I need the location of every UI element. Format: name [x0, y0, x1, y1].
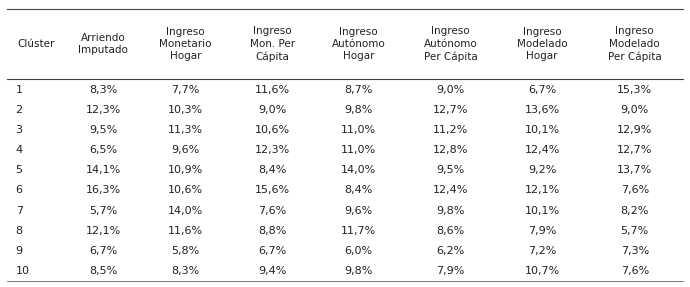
Text: 7,6%: 7,6% — [621, 266, 649, 276]
Text: 8,5%: 8,5% — [89, 266, 117, 276]
Text: 12,4%: 12,4% — [524, 145, 560, 155]
Text: 9,0%: 9,0% — [621, 105, 649, 115]
Text: 5,7%: 5,7% — [89, 206, 117, 216]
Text: 9,5%: 9,5% — [89, 125, 117, 135]
Text: 10,6%: 10,6% — [168, 185, 203, 195]
Text: 5,8%: 5,8% — [172, 246, 199, 256]
Text: 8,4%: 8,4% — [344, 185, 373, 195]
Text: 5,7%: 5,7% — [621, 226, 649, 236]
Text: 14,1%: 14,1% — [86, 165, 121, 175]
Text: Ingreso
Autónomo
Hogar: Ingreso Autónomo Hogar — [332, 27, 386, 61]
Text: 11,0%: 11,0% — [341, 125, 376, 135]
Text: Clúster: Clúster — [17, 39, 55, 49]
Text: 6,5%: 6,5% — [89, 145, 117, 155]
Text: 7,3%: 7,3% — [621, 246, 649, 256]
Text: 7,2%: 7,2% — [528, 246, 556, 256]
Text: 3: 3 — [16, 125, 23, 135]
Text: 14,0%: 14,0% — [341, 165, 376, 175]
Text: 2: 2 — [16, 105, 23, 115]
Text: 12,7%: 12,7% — [433, 105, 468, 115]
Text: 8,4%: 8,4% — [258, 165, 286, 175]
Text: Ingreso
Autónomo
Per Cápita: Ingreso Autónomo Per Cápita — [424, 26, 477, 62]
Text: Ingreso
Monetario
Hogar: Ingreso Monetario Hogar — [159, 27, 212, 61]
Text: 5: 5 — [16, 165, 23, 175]
Text: 11,3%: 11,3% — [168, 125, 203, 135]
Text: 6: 6 — [16, 185, 23, 195]
Text: 9: 9 — [16, 246, 23, 256]
Text: 6,7%: 6,7% — [258, 246, 286, 256]
Text: 11,0%: 11,0% — [341, 145, 376, 155]
Text: 9,6%: 9,6% — [344, 206, 373, 216]
Text: 15,6%: 15,6% — [255, 185, 290, 195]
Text: Ingreso
Modelado
Per Cápita: Ingreso Modelado Per Cápita — [608, 26, 662, 62]
Text: 9,6%: 9,6% — [172, 145, 199, 155]
Text: 15,3%: 15,3% — [618, 85, 652, 95]
Text: 8,3%: 8,3% — [172, 266, 199, 276]
Text: 8,3%: 8,3% — [89, 85, 117, 95]
Text: 10,6%: 10,6% — [255, 125, 290, 135]
Text: 7,9%: 7,9% — [528, 226, 556, 236]
Text: 6,7%: 6,7% — [528, 85, 556, 95]
Text: 9,2%: 9,2% — [528, 165, 556, 175]
Text: Ingreso
Modelado
Hogar: Ingreso Modelado Hogar — [517, 27, 568, 61]
Text: 7,6%: 7,6% — [258, 206, 286, 216]
Text: 7,7%: 7,7% — [171, 85, 200, 95]
Text: Ingreso
Mon. Per
Cápita: Ingreso Mon. Per Cápita — [250, 26, 295, 62]
Text: 9,5%: 9,5% — [436, 165, 464, 175]
Text: 7,9%: 7,9% — [436, 266, 464, 276]
Text: 8,7%: 8,7% — [344, 85, 373, 95]
Text: 12,7%: 12,7% — [617, 145, 653, 155]
Text: 11,6%: 11,6% — [168, 226, 203, 236]
Text: 12,1%: 12,1% — [524, 185, 560, 195]
Text: 11,2%: 11,2% — [433, 125, 468, 135]
Text: Arriendo
Imputado: Arriendo Imputado — [78, 33, 128, 55]
Text: 12,3%: 12,3% — [86, 105, 121, 115]
Text: 16,3%: 16,3% — [86, 185, 121, 195]
Text: 14,0%: 14,0% — [168, 206, 204, 216]
Text: 6,0%: 6,0% — [344, 246, 373, 256]
Text: 1: 1 — [16, 85, 23, 95]
Text: 12,3%: 12,3% — [255, 145, 290, 155]
Text: 10,9%: 10,9% — [168, 165, 204, 175]
Text: 10: 10 — [16, 266, 30, 276]
Text: 7: 7 — [16, 206, 23, 216]
Text: 12,1%: 12,1% — [86, 226, 121, 236]
Text: 10,3%: 10,3% — [168, 105, 203, 115]
Text: 6,2%: 6,2% — [436, 246, 464, 256]
Text: 9,0%: 9,0% — [258, 105, 286, 115]
Text: 4: 4 — [16, 145, 23, 155]
Text: 13,7%: 13,7% — [617, 165, 653, 175]
Text: 10,7%: 10,7% — [524, 266, 560, 276]
Text: 13,6%: 13,6% — [524, 105, 560, 115]
Text: 8,8%: 8,8% — [258, 226, 286, 236]
Text: 8: 8 — [16, 226, 23, 236]
Text: 9,8%: 9,8% — [436, 206, 464, 216]
Text: 10,1%: 10,1% — [524, 206, 560, 216]
Text: 6,7%: 6,7% — [89, 246, 117, 256]
Text: 9,0%: 9,0% — [436, 85, 464, 95]
Text: 9,8%: 9,8% — [344, 105, 373, 115]
Text: 8,6%: 8,6% — [436, 226, 464, 236]
Text: 12,9%: 12,9% — [617, 125, 653, 135]
Text: 10,1%: 10,1% — [524, 125, 560, 135]
Text: 11,6%: 11,6% — [255, 85, 290, 95]
Text: 12,4%: 12,4% — [433, 185, 468, 195]
Text: 9,8%: 9,8% — [344, 266, 373, 276]
Text: 11,7%: 11,7% — [341, 226, 376, 236]
Text: 8,2%: 8,2% — [620, 206, 649, 216]
Text: 7,6%: 7,6% — [621, 185, 649, 195]
Text: 9,4%: 9,4% — [258, 266, 286, 276]
Text: 12,8%: 12,8% — [433, 145, 468, 155]
